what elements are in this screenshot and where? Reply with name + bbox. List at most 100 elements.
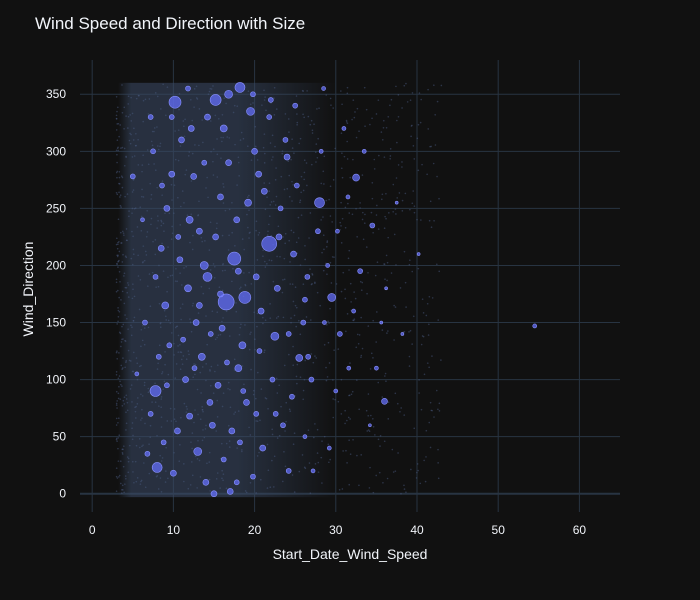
x-tick-label: 60 [573,523,587,537]
data-point [374,365,379,371]
data-point [379,320,384,325]
speckle-point [327,443,330,446]
speckle-point [115,467,118,469]
speckle-point [373,158,376,161]
speckle-point [173,354,175,356]
data-point [322,320,327,325]
speckle-point [268,182,271,185]
speckle-point [269,486,272,488]
speckle-point [379,445,381,447]
speckle-point [302,283,305,285]
speckle-point [314,151,317,154]
speckle-point [308,462,311,464]
speckle-point [349,453,352,455]
data-point [209,94,222,106]
speckle-point [254,338,256,340]
speckle-point [197,312,200,314]
speckle-point [404,281,407,284]
speckle-point [131,207,134,210]
speckle-point [119,460,122,463]
speckle-point [325,366,327,369]
speckle-point [322,170,325,173]
speckle-point [143,462,145,464]
speckle-point [354,297,357,300]
speckle-point [300,191,302,194]
speckle-point [129,132,131,135]
speckle-point [339,221,341,224]
speckle-point [148,472,151,475]
speckle-point [342,271,345,274]
speckle-point [237,410,240,412]
speckle-point [280,175,283,178]
data-point [152,274,159,280]
speckle-point [160,398,163,400]
speckle-point [233,413,235,415]
speckle-point [217,117,220,120]
speckle-point [190,441,192,443]
speckle-point [177,129,180,131]
x-tick-label: 20 [248,523,262,537]
speckle-point [282,480,284,483]
speckle-point [349,418,351,420]
data-point [341,126,347,131]
speckle-point [358,334,361,336]
speckle-point [366,292,368,295]
speckle-point [115,404,118,406]
speckle-point [379,434,382,437]
speckle-point [150,198,152,200]
data-point [226,488,234,495]
speckle-point [353,318,356,320]
speckle-point [284,242,286,245]
speckle-point [257,234,260,236]
speckle-point [121,492,123,494]
speckle-point [397,94,400,96]
speckle-point [218,286,221,289]
data-point [207,331,214,337]
speckle-point [302,389,305,392]
speckle-point [437,319,440,321]
speckle-point [275,108,278,110]
speckle-point [171,199,173,201]
speckle-point [116,289,119,292]
speckle-point [124,286,127,289]
speckle-point [431,297,434,299]
speckle-point [295,241,298,244]
speckle-point [241,449,243,451]
speckle-point [408,365,411,367]
speckle-point [236,105,239,108]
speckle-point [153,127,156,129]
speckle-point [130,257,133,260]
speckle-point [167,477,169,480]
speckle-point [121,186,124,189]
speckle-point [208,90,211,93]
speckle-point [157,219,159,222]
speckle-point [227,381,230,384]
speckle-point [276,437,279,439]
speckle-point [296,382,298,385]
speckle-point [173,451,175,454]
speckle-point [126,239,128,242]
speckle-point [292,345,294,348]
speckle-point [146,231,149,233]
speckle-point [144,486,147,489]
speckle-point [123,147,126,150]
data-point [326,445,332,451]
speckle-point [115,402,118,405]
speckle-point [426,173,428,176]
speckle-point [413,211,416,214]
speckle-point [207,93,210,95]
speckle-point [150,217,153,220]
speckle-point [416,463,419,465]
speckle-point [123,106,126,109]
speckle-point [143,343,146,346]
speckle-point [436,263,438,266]
speckle-point [329,215,332,217]
speckle-point [344,206,347,209]
speckle-point [118,476,120,478]
speckle-point [316,156,319,159]
speckle-point [141,188,143,191]
speckle-point [115,351,118,354]
data-point [202,272,213,282]
data-point [253,411,260,417]
speckle-point [193,363,195,365]
